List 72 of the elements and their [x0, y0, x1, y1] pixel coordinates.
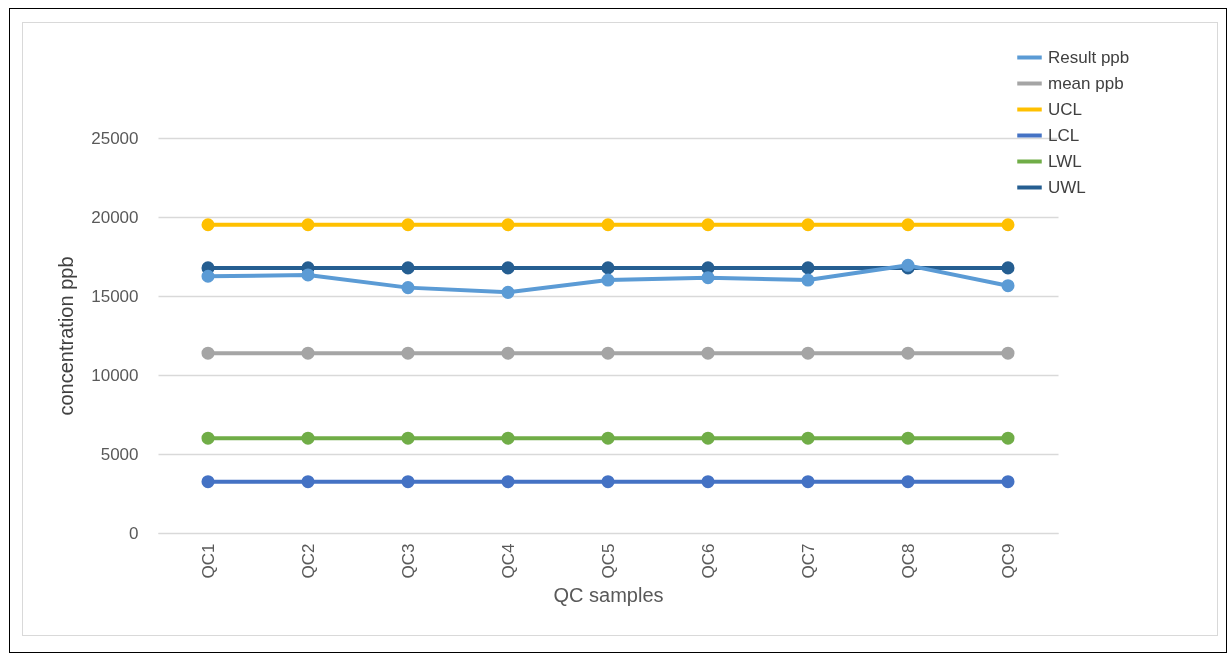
- point: [801, 261, 815, 275]
- point: [301, 218, 315, 232]
- legend-label: Result ppb: [1048, 47, 1130, 67]
- point: [801, 273, 815, 287]
- x-axis-title: QC samples: [553, 584, 664, 607]
- y-tick-label: 25000: [91, 128, 139, 148]
- point: [801, 475, 815, 489]
- point: [701, 431, 715, 445]
- legend-label: LCL: [1048, 125, 1080, 145]
- point: [901, 431, 915, 445]
- point: [401, 281, 415, 295]
- point: [801, 346, 815, 360]
- x-tick-label: QC6: [698, 543, 718, 579]
- point: [601, 218, 615, 232]
- point: [201, 431, 215, 445]
- point: [301, 431, 315, 445]
- x-tick-label: QC4: [498, 543, 518, 579]
- point: [201, 475, 215, 489]
- point: [501, 475, 515, 489]
- x-tick-label: QC8: [898, 543, 918, 579]
- point: [601, 273, 615, 287]
- point: [1001, 346, 1015, 360]
- point: [501, 218, 515, 232]
- point: [901, 346, 915, 360]
- point: [701, 271, 715, 285]
- point: [701, 475, 715, 489]
- x-tick-label: QC7: [798, 543, 818, 579]
- y-axis-title: concentration ppb: [55, 256, 78, 416]
- point: [601, 346, 615, 360]
- y-tick-label: 15000: [91, 286, 139, 306]
- point: [601, 475, 615, 489]
- point: [401, 346, 415, 360]
- point: [501, 285, 515, 299]
- point: [501, 431, 515, 445]
- point: [801, 218, 815, 232]
- x-tick-label: QC1: [198, 543, 218, 579]
- legend-label: UCL: [1048, 99, 1083, 119]
- point: [1001, 218, 1015, 232]
- point: [901, 218, 915, 232]
- point: [1001, 475, 1015, 489]
- point: [401, 475, 415, 489]
- point: [1001, 431, 1015, 445]
- point: [401, 431, 415, 445]
- y-tick-label: 20000: [91, 207, 139, 227]
- point: [1001, 279, 1015, 293]
- point: [1001, 261, 1015, 275]
- point: [501, 261, 515, 275]
- point: [401, 218, 415, 232]
- point: [501, 346, 515, 360]
- point: [701, 346, 715, 360]
- point: [201, 269, 215, 283]
- point: [301, 268, 315, 282]
- point: [601, 431, 615, 445]
- x-tick-label: QC9: [998, 543, 1018, 579]
- point: [401, 261, 415, 275]
- legend-label: mean ppb: [1048, 73, 1124, 93]
- x-tick-label: QC3: [398, 543, 418, 579]
- legend-label: UWL: [1048, 177, 1086, 197]
- x-tick-label: QC5: [598, 543, 618, 579]
- legend-label: LWL: [1048, 151, 1082, 171]
- point: [701, 218, 715, 232]
- y-tick-label: 5000: [100, 444, 139, 464]
- point: [301, 475, 315, 489]
- point: [901, 475, 915, 489]
- point: [201, 346, 215, 360]
- y-tick-label: 0: [129, 523, 139, 543]
- point: [601, 261, 615, 275]
- x-tick-label: QC2: [298, 543, 318, 579]
- point: [201, 218, 215, 232]
- point: [801, 431, 815, 445]
- y-tick-label: 10000: [91, 365, 139, 385]
- point: [301, 346, 315, 360]
